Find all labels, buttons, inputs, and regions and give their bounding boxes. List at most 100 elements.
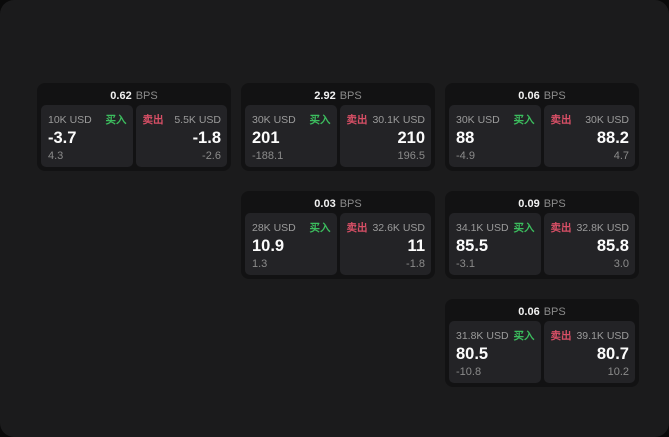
- buy-amount: 28K USD: [252, 221, 296, 234]
- card-header: 0.06 BPS: [449, 87, 635, 105]
- sell-label: 卖出: [142, 114, 164, 126]
- buy-delta: 1.3: [252, 258, 268, 270]
- buy-label: 买入: [513, 114, 535, 126]
- quote-card: 0.06 BPS 30K USD 买入 88 -4.9 卖出 30K USD 8…: [445, 83, 639, 171]
- buy-value: 85.5: [456, 237, 489, 255]
- buy-meta: 30K USD 买入: [456, 112, 535, 127]
- sell-value: -1.8: [192, 129, 221, 147]
- buy-amount: 30K USD: [456, 113, 500, 126]
- quote-panels: 30K USD 买入 88 -4.9 卖出 30K USD 88.2 4.7: [449, 105, 635, 167]
- sell-value: 11: [407, 237, 425, 255]
- buy-amount: 30K USD: [252, 113, 296, 126]
- buy-label: 买入: [309, 114, 331, 126]
- buy-meta: 30K USD 买入: [252, 112, 331, 127]
- buy-panel[interactable]: 28K USD 买入 10.9 1.3: [245, 213, 337, 275]
- sell-panel[interactable]: 卖出 5.5K USD -1.8 -2.6: [135, 105, 227, 167]
- bps-suffix: BPS: [543, 306, 566, 318]
- sell-delta: 4.7: [613, 150, 629, 162]
- quote-panels: 30K USD 买入 201 -188.1 卖出 30.1K USD 210 1…: [245, 105, 431, 167]
- quote-card: 0.62 BPS 10K USD 买入 -3.7 4.3 卖出 5.5K USD…: [37, 83, 231, 171]
- bps-suffix: BPS: [339, 90, 362, 102]
- buy-panel[interactable]: 30K USD 买入 88 -4.9: [449, 105, 541, 167]
- buy-value: 201: [252, 129, 280, 147]
- sell-meta: 卖出 5.5K USD: [143, 112, 222, 127]
- buy-delta: 4.3: [48, 150, 64, 162]
- sell-panel[interactable]: 卖出 32.8K USD 85.8 3.0: [543, 213, 635, 275]
- bps-value: 0.09: [518, 198, 540, 210]
- buy-amount: 10K USD: [48, 113, 92, 126]
- buy-panel[interactable]: 10K USD 买入 -3.7 4.3: [41, 105, 133, 167]
- buy-delta: -3.1: [456, 258, 475, 270]
- sell-amount: 30K USD: [585, 113, 629, 126]
- quote-panels: 31.8K USD 买入 80.5 -10.8 卖出 39.1K USD 80.…: [449, 321, 635, 383]
- bps-value: 0.62: [110, 90, 132, 102]
- buy-meta: 34.1K USD 买入: [456, 220, 535, 235]
- buy-value: -3.7: [48, 129, 77, 147]
- card-header: 2.92 BPS: [245, 87, 431, 105]
- buy-label: 买入: [309, 222, 331, 234]
- bps-suffix: BPS: [135, 90, 158, 102]
- sell-delta: 3.0: [613, 258, 629, 270]
- buy-value: 10.9: [252, 237, 285, 255]
- sell-label: 卖出: [550, 330, 572, 342]
- card-header: 0.09 BPS: [449, 195, 635, 213]
- buy-amount: 34.1K USD: [456, 221, 509, 234]
- buy-label: 买入: [513, 222, 535, 234]
- sell-delta: 196.5: [397, 150, 425, 162]
- sell-value: 85.8: [596, 237, 629, 255]
- buy-delta: -10.8: [456, 366, 482, 378]
- buy-panel[interactable]: 30K USD 买入 201 -188.1: [245, 105, 337, 167]
- bps-suffix: BPS: [339, 198, 362, 210]
- sell-panel[interactable]: 卖出 30K USD 88.2 4.7: [543, 105, 635, 167]
- buy-amount: 31.8K USD: [456, 329, 509, 342]
- sell-meta: 卖出 39.1K USD: [551, 328, 630, 343]
- buy-value: 88: [456, 129, 475, 147]
- quote-card: 0.09 BPS 34.1K USD 买入 85.5 -3.1 卖出 32.8K…: [445, 191, 639, 279]
- bps-value: 2.92: [314, 90, 336, 102]
- sell-meta: 卖出 32.8K USD: [551, 220, 630, 235]
- sell-label: 卖出: [550, 222, 572, 234]
- sell-amount: 32.8K USD: [576, 221, 629, 234]
- quote-card: 2.92 BPS 30K USD 买入 201 -188.1 卖出 30.1K …: [241, 83, 435, 171]
- buy-panel[interactable]: 31.8K USD 买入 80.5 -10.8: [449, 321, 541, 383]
- buy-label: 买入: [513, 330, 535, 342]
- buy-value: 80.5: [456, 345, 489, 363]
- sell-delta: 10.2: [607, 366, 629, 378]
- sell-amount: 5.5K USD: [174, 113, 221, 126]
- sell-delta: -2.6: [202, 150, 221, 162]
- sell-amount: 39.1K USD: [576, 329, 629, 342]
- quote-panels: 28K USD 买入 10.9 1.3 卖出 32.6K USD 11 -1.8: [245, 213, 431, 275]
- buy-meta: 28K USD 买入: [252, 220, 331, 235]
- buy-delta: -4.9: [456, 150, 475, 162]
- sell-amount: 32.6K USD: [372, 221, 425, 234]
- sell-amount: 30.1K USD: [372, 113, 425, 126]
- buy-meta: 10K USD 买入: [48, 112, 127, 127]
- sell-meta: 卖出 30K USD: [551, 112, 630, 127]
- bps-suffix: BPS: [543, 90, 566, 102]
- buy-meta: 31.8K USD 买入: [456, 328, 535, 343]
- sell-value: 210: [397, 129, 425, 147]
- sell-panel[interactable]: 卖出 32.6K USD 11 -1.8: [339, 213, 431, 275]
- sell-label: 卖出: [346, 114, 368, 126]
- bps-value: 0.03: [314, 198, 336, 210]
- sell-label: 卖出: [346, 222, 368, 234]
- buy-label: 买入: [105, 114, 127, 126]
- sell-delta: -1.8: [406, 258, 425, 270]
- sell-panel[interactable]: 卖出 30.1K USD 210 196.5: [339, 105, 431, 167]
- sell-meta: 卖出 32.6K USD: [347, 220, 426, 235]
- sell-panel[interactable]: 卖出 39.1K USD 80.7 10.2: [543, 321, 635, 383]
- bps-value: 0.06: [518, 90, 540, 102]
- bps-suffix: BPS: [543, 198, 566, 210]
- quote-card: 0.03 BPS 28K USD 买入 10.9 1.3 卖出 32.6K US…: [241, 191, 435, 279]
- buy-delta: -188.1: [252, 150, 284, 162]
- quote-grid: 0.62 BPS 10K USD 买入 -3.7 4.3 卖出 5.5K USD…: [37, 83, 639, 387]
- quote-panels: 34.1K USD 买入 85.5 -3.1 卖出 32.8K USD 85.8…: [449, 213, 635, 275]
- card-header: 0.03 BPS: [245, 195, 431, 213]
- sell-label: 卖出: [550, 114, 572, 126]
- bps-value: 0.06: [518, 306, 540, 318]
- buy-panel[interactable]: 34.1K USD 买入 85.5 -3.1: [449, 213, 541, 275]
- card-header: 0.62 BPS: [41, 87, 227, 105]
- quote-panels: 10K USD 买入 -3.7 4.3 卖出 5.5K USD -1.8 -2.…: [41, 105, 227, 167]
- card-header: 0.06 BPS: [449, 303, 635, 321]
